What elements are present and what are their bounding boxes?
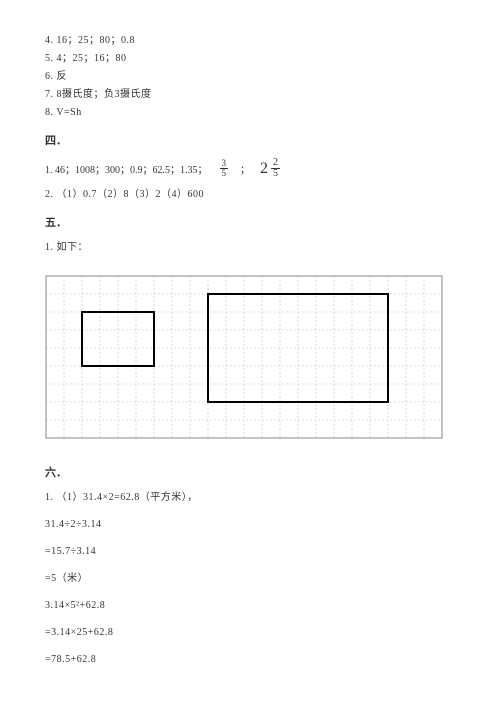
top-line-4: 4. 16；25；80；0.8 bbox=[45, 33, 455, 48]
top-line-6: 6. 反 bbox=[45, 69, 455, 84]
section-6-heading: 六． bbox=[45, 464, 455, 480]
grid-diagram bbox=[45, 275, 455, 439]
sec4-prefix: 1. 46；1008；300；0.9；62.5；1.35； bbox=[45, 161, 208, 176]
sec6-line-7: =78.5+62.8 bbox=[45, 652, 455, 667]
section-4-line-1: 1. 46；1008；300；0.9；62.5；1.35； 3 5 ； 2 2 … bbox=[45, 158, 455, 179]
fraction-3-5: 3 5 bbox=[220, 159, 229, 178]
top-line-5: 5. 4；25；16；80 bbox=[45, 51, 455, 66]
sec6-line-2: 31.4÷2÷3.14 bbox=[45, 517, 455, 532]
mixed-den: 5 bbox=[271, 169, 280, 179]
mixed-fraction: 2 5 bbox=[271, 158, 280, 179]
mixed-whole: 2 bbox=[260, 160, 268, 178]
sec6-line-6: =3.14×25+62.8 bbox=[45, 625, 455, 640]
section-4-line-2: 2. （1）0.7（2）8（3）2（4）600 bbox=[45, 187, 455, 202]
sec6-line-1: 1. （1）31.4×2=62.8（平方米）， bbox=[45, 490, 455, 505]
sec6-line-3: =15.7÷3.14 bbox=[45, 544, 455, 559]
top-line-7: 7. 8摄氏度；负3摄氏度 bbox=[45, 87, 455, 102]
sec6-line-4: =5（米） bbox=[45, 571, 455, 586]
grid-svg bbox=[45, 275, 443, 439]
section-5-line-1: 1. 如下： bbox=[45, 240, 455, 255]
section-5-heading: 五． bbox=[45, 214, 455, 230]
fraction-den: 5 bbox=[220, 169, 229, 178]
top-line-8: 8. V=Sh bbox=[45, 105, 455, 120]
sec6-line-5: 3.14×5²+62.8 bbox=[45, 598, 455, 613]
mixed-number: 2 2 5 bbox=[260, 158, 282, 179]
sec4-mid: ； bbox=[240, 161, 250, 176]
section-4-heading: 四． bbox=[45, 132, 455, 148]
